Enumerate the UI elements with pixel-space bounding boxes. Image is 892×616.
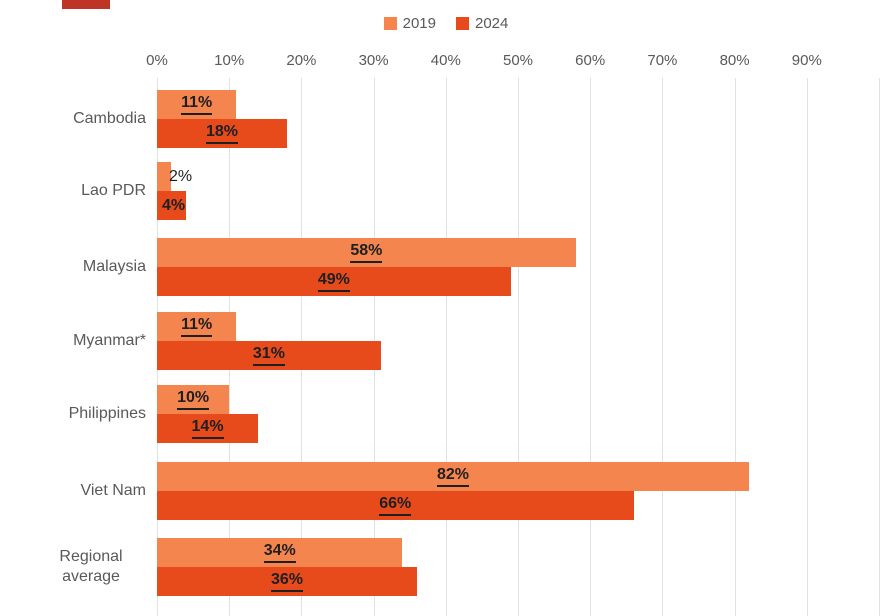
bar-value-label: 49% — [317, 271, 350, 292]
bar: 2% — [157, 162, 192, 191]
bar: 31% — [157, 341, 381, 370]
x-tick-label: 90% — [791, 52, 822, 69]
legend: 2019 2024 — [0, 15, 892, 32]
bar-value-label: 4% — [162, 196, 186, 214]
category-label: Myanmar* — [73, 332, 146, 349]
legend-item: 2019 — [383, 15, 436, 32]
bar-value-label: 34% — [263, 542, 296, 563]
bar-value-label: 36% — [270, 571, 303, 592]
x-tick-label: 70% — [647, 52, 678, 69]
category-label: Lao PDR — [81, 182, 146, 199]
gridline — [806, 78, 808, 616]
bar: 49% — [157, 267, 511, 296]
bar: 11% — [157, 90, 237, 119]
bar: 82% — [157, 462, 750, 491]
gridline — [518, 78, 519, 616]
category-label: Cambodia — [73, 110, 146, 127]
bar: 34% — [157, 538, 403, 567]
bar: 66% — [157, 491, 634, 520]
bar: 36% — [157, 567, 417, 596]
bar: 11% — [157, 312, 237, 341]
bar-value-label: 58% — [350, 242, 383, 263]
x-tick-label: 60% — [575, 52, 606, 69]
bar-value-label: 11% — [181, 94, 213, 115]
bar-value-label: 14% — [191, 418, 224, 439]
x-tick-label: 0% — [146, 52, 168, 69]
gridline — [445, 78, 447, 616]
bar-value-label: 82% — [437, 466, 470, 487]
x-tick-label: 40% — [430, 52, 461, 69]
legend-label: 2024 — [475, 15, 509, 32]
gridline — [662, 78, 664, 616]
bar: 58% — [157, 238, 576, 267]
bar: 4% — [157, 191, 186, 220]
legend-item: 2024 — [456, 15, 508, 32]
category-label: Malaysia — [82, 258, 146, 275]
x-tick-label: 30% — [358, 52, 389, 69]
category-label: Philippines — [68, 405, 146, 422]
gridline — [734, 78, 736, 616]
gridline — [879, 78, 880, 616]
bar-value-label: 11% — [181, 316, 213, 337]
bar-value-label: 10% — [177, 389, 210, 410]
bar: 18% — [157, 119, 287, 148]
category-label: Regional average — [59, 548, 123, 585]
x-tick-label: 10% — [214, 52, 245, 69]
gridline — [590, 78, 592, 616]
legend-label: 2019 — [402, 15, 436, 32]
legend-swatch — [383, 17, 397, 30]
bar: 10% — [157, 385, 230, 414]
cropped-logo-fragment — [62, 0, 110, 9]
x-tick-label: 50% — [502, 52, 534, 69]
bar: 14% — [157, 414, 259, 443]
bar-value-label: 66% — [379, 495, 412, 516]
legend-swatch — [456, 17, 469, 30]
x-tick-label: 20% — [286, 52, 317, 69]
bar-value-label: 31% — [252, 345, 285, 366]
bar-value-label: 18% — [205, 123, 238, 144]
category-label: Viet Nam — [80, 482, 146, 499]
x-tick-label: 80% — [719, 52, 750, 69]
bar-value-label: 2% — [169, 167, 193, 185]
